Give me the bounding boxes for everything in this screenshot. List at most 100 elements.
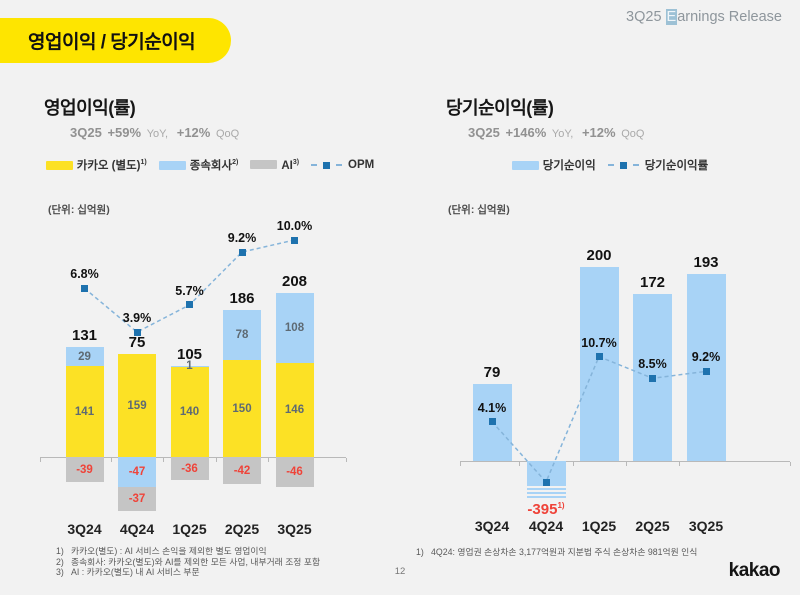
segment-value-label: -42 <box>233 464 251 477</box>
legend-marker-icon <box>619 161 627 169</box>
x-axis-label: 1Q25 <box>581 518 617 534</box>
right-chart-subtitle: 3Q25 +146% YoY, +12% QoQ <box>468 125 649 140</box>
footnote-line: 1) 4Q24: 영업권 손상차손 3,177억원과 지분법 주식 손상차손 98… <box>416 547 697 558</box>
line-value-label: 4.1% <box>477 400 507 415</box>
segment-value-label: -47 <box>128 466 146 479</box>
x-axis-tick <box>679 462 681 466</box>
bar-segment <box>170 365 209 367</box>
footnote-number: 1) <box>56 546 64 556</box>
kakao-logo: kakao <box>728 560 781 581</box>
subtitle-yoy-label: YoY, <box>551 128 574 140</box>
x-axis-label: 3Q24 <box>67 521 102 537</box>
x-axis-label: 1Q25 <box>172 521 207 537</box>
left-chart-title: 영업이익(률) <box>44 98 136 118</box>
segment-value-label: 29 <box>78 350 91 363</box>
subtitle-qoq-value: +12% <box>581 125 616 140</box>
line-value-label: 5.7% <box>175 283 204 298</box>
legend-dash-icon <box>336 164 343 166</box>
segment-value-label: 140 <box>179 405 200 418</box>
line-marker <box>595 353 603 361</box>
x-axis-tick <box>215 458 217 462</box>
x-axis-label: 2Q25 <box>635 518 670 534</box>
subtitle-qoq-value: +12% <box>176 125 211 140</box>
x-axis-tick <box>163 458 165 462</box>
release-rest: arnings Release <box>677 9 782 25</box>
right-chart-footnotes: 1) 4Q24: 영업권 손상차손 3,177억원과 지분법 주식 손상차손 98… <box>416 547 697 558</box>
legend-item-line: OPM <box>311 159 374 171</box>
right-chart-title: 당기순이익(률) <box>446 98 554 118</box>
page-number: 12 <box>394 566 406 577</box>
legend-label: 카카오 (별도)1) <box>76 159 147 172</box>
x-axis-tick <box>572 462 574 466</box>
legend-marker-icon <box>323 161 331 169</box>
segment-value-label: 150 <box>232 402 252 415</box>
x-axis-tick <box>519 462 520 466</box>
bar-segment <box>170 457 209 481</box>
legend-dash-icon <box>632 164 639 166</box>
legend-dash-icon <box>607 164 614 166</box>
bar-segment <box>65 366 104 457</box>
x-axis-tick <box>268 458 270 462</box>
line-value-label: 9.2% <box>691 350 721 365</box>
bar-total-label: 208 <box>281 273 308 291</box>
x-axis-label: 2Q25 <box>224 521 260 537</box>
legend-swatch <box>158 160 186 170</box>
x-axis-label: 4Q24 <box>528 518 564 534</box>
line-marker <box>488 418 496 426</box>
segment-value-label: -37 <box>128 493 146 506</box>
legend-label: 당기순이익률 <box>644 160 709 172</box>
right-unit-label: (단위: 십억원) <box>448 204 510 216</box>
bar-segment <box>65 347 104 367</box>
subtitle-period: 3Q25 <box>468 125 500 140</box>
bar-total-label: 131 <box>71 327 98 345</box>
line-value-label: 10.7% <box>581 335 617 350</box>
x-axis-label: 3Q25 <box>688 518 724 534</box>
footnote-line: 3) AI : 카카오(별도) 내 AI 서비스 부문 <box>56 567 320 578</box>
release-label: 3Q25 Earnings Release <box>626 9 782 25</box>
legend-item: 종속회사2) <box>158 157 239 173</box>
line-marker <box>702 367 710 375</box>
legend-swatch <box>511 160 539 170</box>
x-axis-tick <box>110 458 112 462</box>
legend-item: AI3) <box>250 159 299 171</box>
release-prefix: 3Q25 <box>626 9 666 25</box>
bar-segment <box>118 354 156 457</box>
bar-total-label: 75 <box>128 334 146 352</box>
page-title-text: 영업이익 / 당기순이익 <box>28 32 196 53</box>
subtitle-yoy-value: +59% <box>107 125 142 140</box>
bar-total-label: 200 <box>586 247 612 264</box>
bar-segment <box>275 457 314 487</box>
x-axis-tick <box>790 462 791 466</box>
bar-segment <box>223 457 261 485</box>
legend-dash-icon <box>311 164 318 166</box>
page-title: 영업이익 / 당기순이익 <box>0 18 232 63</box>
x-axis-label: 4Q24 <box>119 521 155 537</box>
bar-total-label: 193 <box>693 253 719 271</box>
legend-label: 종속회사2) <box>189 159 239 172</box>
line-marker <box>542 478 550 486</box>
segment-value-label: 159 <box>127 399 147 412</box>
bar-total-label: 186 <box>229 289 255 307</box>
subtitle-qoq-label: QoQ <box>621 128 645 140</box>
bar-total-label: 172 <box>639 274 666 292</box>
x-axis-tick <box>346 458 347 462</box>
bar-segment <box>223 360 261 457</box>
footnote-number: 1) <box>416 547 424 557</box>
bar-break-mark <box>523 493 569 497</box>
segment-value-label: 108 <box>284 322 305 334</box>
legend-item: 카카오 (별도)1) <box>45 157 147 173</box>
subtitle-yoy-value: +146% <box>505 125 547 140</box>
legend-swatch <box>250 160 278 170</box>
segment-value-label: 141 <box>74 405 95 418</box>
x-axis-tick <box>460 462 461 466</box>
footnote-line: 2) 종속회사: 카카오(별도)와 AI를 제외한 모든 사업, 내부거래 조정 … <box>56 557 320 568</box>
subtitle-yoy-label: YoY, <box>146 128 169 140</box>
segment-value-label: -46 <box>286 465 303 478</box>
segment-value-label: -36 <box>181 462 198 475</box>
segment-value-label: 146 <box>284 403 305 416</box>
line-value-label: 6.8% <box>70 267 99 282</box>
footnote-number: 3) <box>56 567 64 577</box>
line-marker <box>81 284 88 292</box>
footnote-text: 카카오(별도) : AI 서비스 손익을 제외한 별도 영업이익 <box>71 546 267 556</box>
